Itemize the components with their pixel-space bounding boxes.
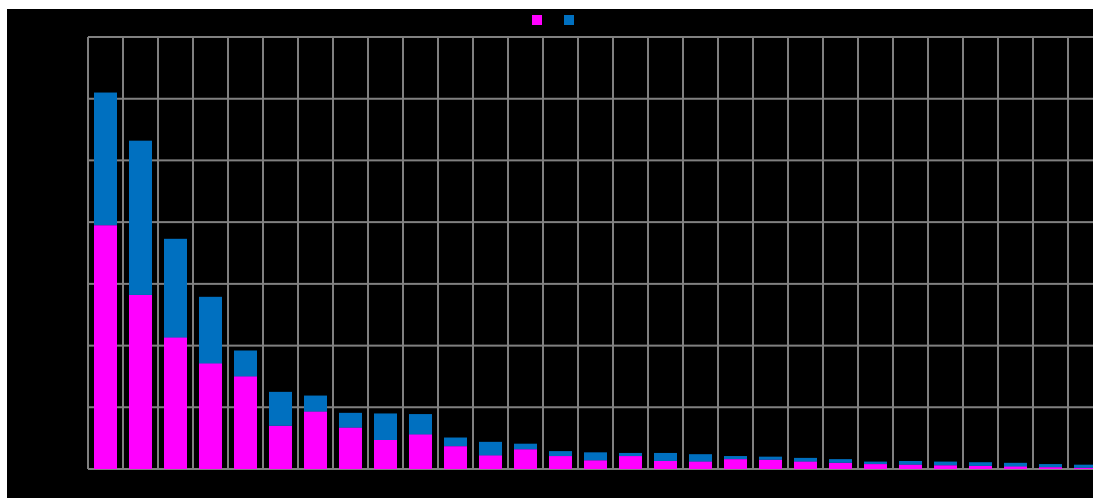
bar-series-2-category-2[interactable] — [129, 140, 152, 295]
bar-series-1-category-22[interactable] — [829, 462, 852, 469]
bar-series-1-category-12[interactable] — [479, 455, 502, 469]
bar-series-2-category-22[interactable] — [829, 459, 852, 463]
bar-series-1-category-6[interactable] — [269, 425, 292, 469]
stacked-bar-chart — [87, 15, 1093, 470]
chart-grid — [87, 36, 1093, 470]
bar-series-2-category-24[interactable] — [899, 460, 922, 465]
bar-series-1-category-18[interactable] — [689, 461, 712, 469]
bar-series-1-category-21[interactable] — [794, 461, 817, 469]
bar-series-2-category-10[interactable] — [409, 414, 432, 435]
bar-series-1-category-9[interactable] — [374, 439, 397, 469]
bar-series-1-category-28[interactable] — [1039, 467, 1062, 469]
bar-series-1-category-19[interactable] — [724, 459, 747, 469]
bar-series-2-category-1[interactable] — [94, 92, 117, 226]
bar-series-2-category-23[interactable] — [864, 461, 887, 465]
bar-series-2-category-20[interactable] — [759, 456, 782, 460]
bar-series-1-category-26[interactable] — [969, 465, 992, 469]
bar-series-2-category-26[interactable] — [969, 462, 992, 466]
bar-series-2-category-29[interactable] — [1074, 464, 1093, 468]
bar-series-2-category-14[interactable] — [549, 451, 572, 457]
bar-series-1-category-20[interactable] — [759, 459, 782, 469]
bar-series-1-category-17[interactable] — [654, 460, 677, 469]
bar-series-2-category-9[interactable] — [374, 413, 397, 440]
bar-series-1-category-15[interactable] — [584, 460, 607, 469]
bar-series-1-category-23[interactable] — [864, 464, 887, 469]
bar-series-1-category-27[interactable] — [1004, 466, 1027, 469]
bar-series-1-category-29[interactable] — [1074, 467, 1093, 469]
bar-series-2-category-6[interactable] — [269, 391, 292, 426]
bar-series-1-category-2[interactable] — [129, 294, 152, 469]
bar-series-1-category-7[interactable] — [304, 411, 327, 469]
bar-series-2-category-4[interactable] — [199, 296, 222, 364]
chart-bars — [94, 92, 1093, 469]
bar-series-1-category-11[interactable] — [444, 446, 467, 469]
bar-series-2-category-27[interactable] — [1004, 462, 1027, 467]
bar-series-1-category-3[interactable] — [164, 337, 187, 469]
bar-series-1-category-1[interactable] — [94, 225, 117, 469]
bar-series-2-category-13[interactable] — [514, 443, 537, 450]
bar-series-2-category-7[interactable] — [304, 395, 327, 412]
bar-series-2-category-18[interactable] — [689, 454, 712, 462]
bar-series-2-category-21[interactable] — [794, 457, 817, 462]
bar-series-1-category-5[interactable] — [234, 376, 257, 469]
bar-series-1-category-4[interactable] — [199, 363, 222, 469]
bar-series-2-category-15[interactable] — [584, 452, 607, 461]
bar-series-2-category-25[interactable] — [934, 461, 957, 466]
bar-series-2-category-3[interactable] — [164, 238, 187, 338]
bar-series-2-category-8[interactable] — [339, 412, 362, 428]
bar-series-2-category-11[interactable] — [444, 437, 467, 447]
bar-series-2-category-28[interactable] — [1039, 464, 1062, 468]
bar-series-1-category-13[interactable] — [514, 449, 537, 469]
bar-series-2-category-5[interactable] — [234, 350, 257, 377]
bar-series-1-category-10[interactable] — [409, 434, 432, 469]
bar-series-2-category-16[interactable] — [619, 452, 642, 457]
bar-series-2-category-12[interactable] — [479, 441, 502, 456]
bar-series-2-category-19[interactable] — [724, 456, 747, 460]
legend-swatch-series-2[interactable] — [564, 15, 574, 25]
bar-series-2-category-17[interactable] — [654, 452, 677, 461]
chart-canvas — [7, 9, 1093, 498]
bar-series-1-category-24[interactable] — [899, 464, 922, 469]
bar-series-1-category-16[interactable] — [619, 456, 642, 469]
legend-swatch-series-1[interactable] — [532, 15, 542, 25]
chart-legend — [532, 15, 574, 25]
bar-series-1-category-8[interactable] — [339, 427, 362, 469]
bar-series-1-category-25[interactable] — [934, 465, 957, 469]
bar-series-1-category-14[interactable] — [549, 456, 572, 469]
